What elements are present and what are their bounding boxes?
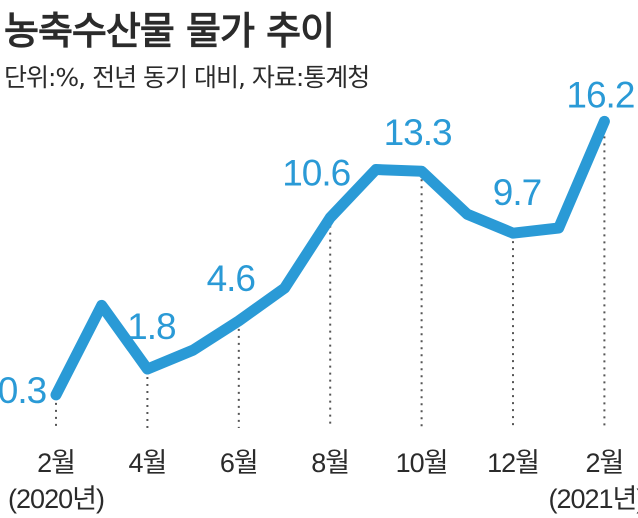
x-tick-label: 2월 (585, 448, 623, 478)
x-tick-label: 6월 (220, 448, 258, 478)
value-label: 16.2 (566, 74, 634, 115)
value-label: 4.6 (207, 258, 255, 299)
value-label: 0.3 (0, 370, 46, 411)
x-tick-label: 4월 (128, 448, 166, 478)
value-label: 13.3 (384, 112, 452, 153)
x-tick-label: 2월 (37, 448, 75, 478)
x-tick-label: 12월 (487, 448, 539, 478)
x-tick-label: 10월 (396, 448, 448, 478)
value-label: 1.8 (127, 306, 175, 347)
value-label: 10.6 (282, 153, 350, 194)
value-label: 9.7 (493, 172, 541, 213)
x-tick-label: 8월 (311, 448, 349, 478)
x-tick-year-label: (2020년) (8, 484, 104, 514)
chart-title: 농축수산물 물가 추이 (4, 9, 335, 53)
x-tick-year-label: (2021년) (548, 484, 638, 514)
chart-subtitle: 단위:%, 전년 동기 대비, 자료:통계청 (4, 63, 370, 92)
